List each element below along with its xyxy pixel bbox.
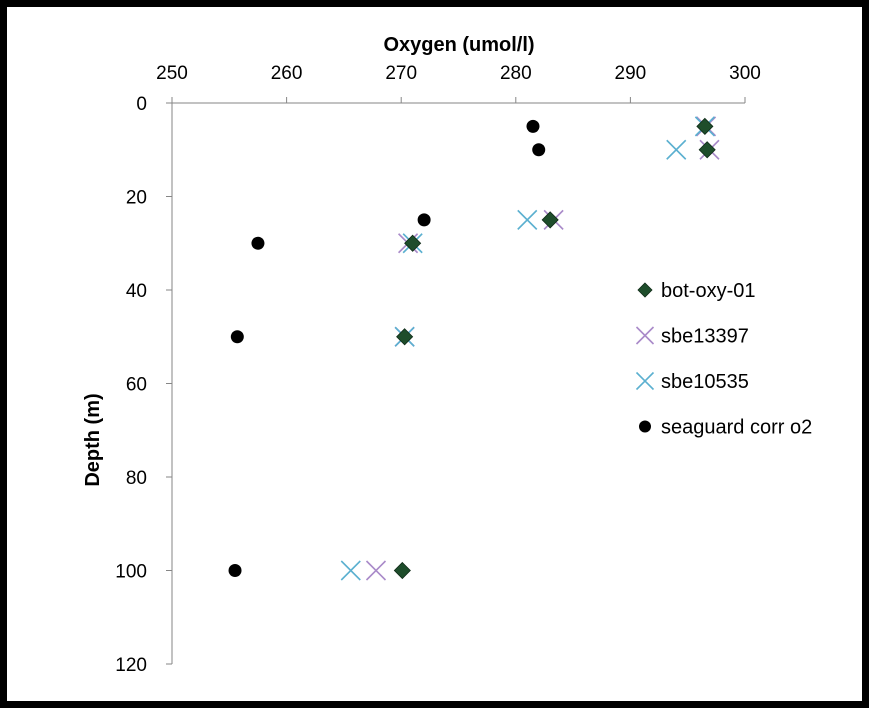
x-tick-label: 260 [271,63,303,84]
point-bot-oxy-01 [696,117,714,135]
point-seaguard-corr-o2 [417,213,431,227]
x-tick-label: 280 [500,63,532,84]
legend: bot-oxy-01 sbe13397 sbe10535 seaguard corr … [635,280,812,439]
point-bot-oxy-01 [541,211,559,229]
point-seaguard-corr-o2 [526,119,540,133]
y-tick-label: 120 [115,655,147,676]
point-bot-oxy-01 [396,328,414,346]
point-bot-oxy-01 [404,234,422,252]
legend-marker-sbe13397 [635,326,655,345]
point-sbe10535 [666,139,687,160]
y-tick-label: 100 [115,562,147,583]
point-sbe10535 [517,209,538,230]
x-tick-label: 300 [729,63,761,84]
x-axis-title: Oxygen (umol/l) [383,34,534,56]
y-tick-label: 0 [136,94,147,115]
legend-marker-seaguard-corr-o2 [639,420,651,433]
point-sbe10535 [340,560,361,581]
point-seaguard-corr-o2 [251,236,265,250]
y-axis-title: Depth (m) [82,393,104,486]
legend-marker-bot-oxy-01 [637,282,653,298]
y-tick-label: 40 [126,281,147,302]
legend-label-sbe13397: sbe13397 [661,326,749,348]
legend-label-sbe10535: sbe10535 [661,371,749,393]
x-tick-label: 270 [385,63,417,84]
y-tick-label: 80 [126,468,147,489]
point-sbe13397 [365,560,387,581]
legend-label-bot-oxy-01: bot-oxy-01 [661,280,756,302]
data-points-layer [228,116,720,581]
y-tick-label: 20 [126,188,147,209]
legend-label-seaguard-corr-o2: seaguard corr o2 [661,417,812,439]
y-tick-label: 60 [126,375,147,396]
legend-marker-sbe10535 [635,371,655,391]
point-bot-oxy-01 [393,561,411,580]
point-seaguard-corr-o2 [228,564,242,577]
point-bot-oxy-01 [698,141,716,159]
point-seaguard-corr-o2 [532,143,546,157]
x-tick-label: 250 [156,63,188,84]
x-tick-label: 290 [615,63,647,84]
point-seaguard-corr-o2 [230,330,244,344]
